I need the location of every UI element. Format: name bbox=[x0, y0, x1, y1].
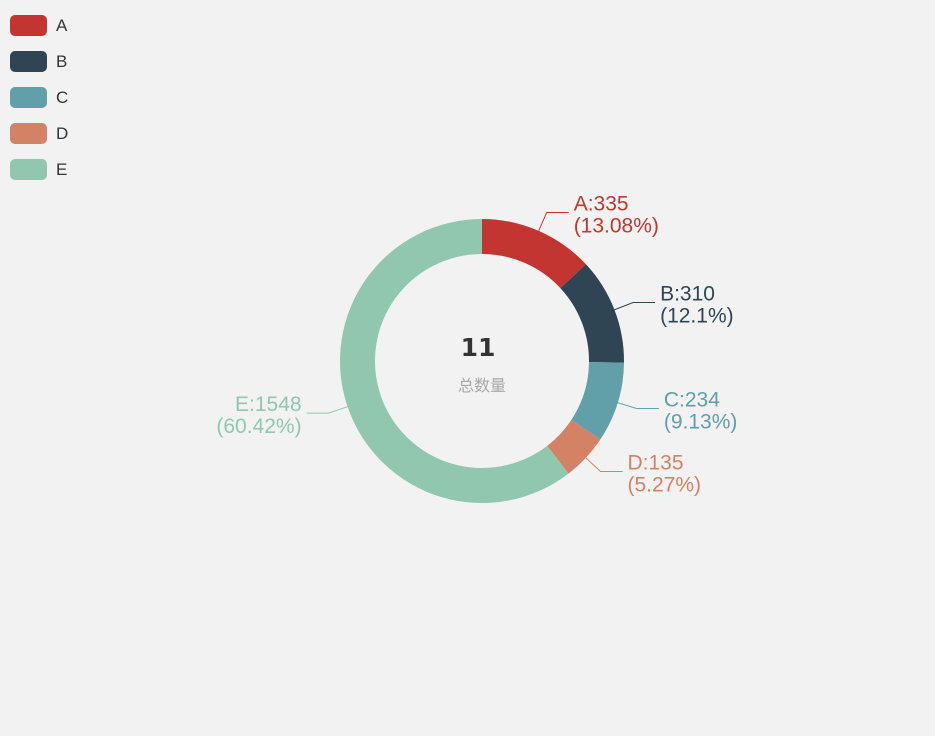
leader-line-d bbox=[585, 457, 623, 472]
slice-label-percent-b: (12.1%) bbox=[660, 305, 734, 328]
legend-swatch-d bbox=[10, 123, 47, 144]
leader-line-c bbox=[617, 402, 659, 410]
legend-label-a: A bbox=[56, 15, 68, 35]
donut-slice-c[interactable] bbox=[571, 362, 624, 440]
legend-item-c[interactable]: C bbox=[10, 87, 68, 108]
slice-label-value-c: C:234 bbox=[664, 389, 720, 412]
label-leader-lines bbox=[306, 211, 659, 472]
legend-item-a[interactable]: A bbox=[10, 15, 68, 36]
center-total-caption: 总数量 bbox=[458, 376, 506, 395]
slice-label-value-e: E:1548 bbox=[235, 393, 302, 416]
donut-slice-d[interactable] bbox=[547, 420, 601, 474]
slice-label-percent-d: (5.27%) bbox=[627, 473, 701, 496]
slice-labels: A:335(13.08%) B:310(12.1%) C:234(9.13%) D:1… bbox=[216, 192, 737, 496]
slice-label-percent-e: (60.42%) bbox=[216, 415, 301, 438]
legend-swatch-b bbox=[10, 51, 47, 72]
legend-swatch-a bbox=[10, 15, 47, 36]
slice-label-value-a: A:335 bbox=[574, 192, 629, 215]
donut-slice-e[interactable] bbox=[339, 219, 569, 504]
legend-swatch-c bbox=[10, 87, 47, 108]
donut-slices bbox=[339, 219, 624, 504]
legend-item-e[interactable]: E bbox=[10, 159, 68, 180]
slice-label-percent-c: (9.13%) bbox=[664, 411, 738, 434]
legend-item-d[interactable]: D bbox=[10, 123, 68, 144]
slice-label-percent-a: (13.08%) bbox=[574, 214, 659, 237]
legend-label-c: C bbox=[56, 87, 69, 107]
legend-label-d: D bbox=[56, 123, 69, 143]
chart-legend: A B C D E bbox=[10, 15, 68, 195]
donut-slice-a[interactable] bbox=[482, 219, 586, 289]
leader-line-e bbox=[306, 406, 348, 414]
legend-item-b[interactable]: B bbox=[10, 51, 68, 72]
leader-line-b bbox=[614, 302, 656, 311]
slice-label-value-b: B:310 bbox=[660, 283, 715, 306]
legend-label-b: B bbox=[56, 51, 68, 71]
legend-swatch-e bbox=[10, 159, 47, 180]
legend-label-e: E bbox=[56, 159, 68, 179]
leader-line-a bbox=[538, 211, 569, 232]
center-total-value: 11 bbox=[461, 333, 496, 362]
slice-label-value-d: D:135 bbox=[627, 451, 683, 474]
donut-slice-b[interactable] bbox=[560, 264, 624, 363]
